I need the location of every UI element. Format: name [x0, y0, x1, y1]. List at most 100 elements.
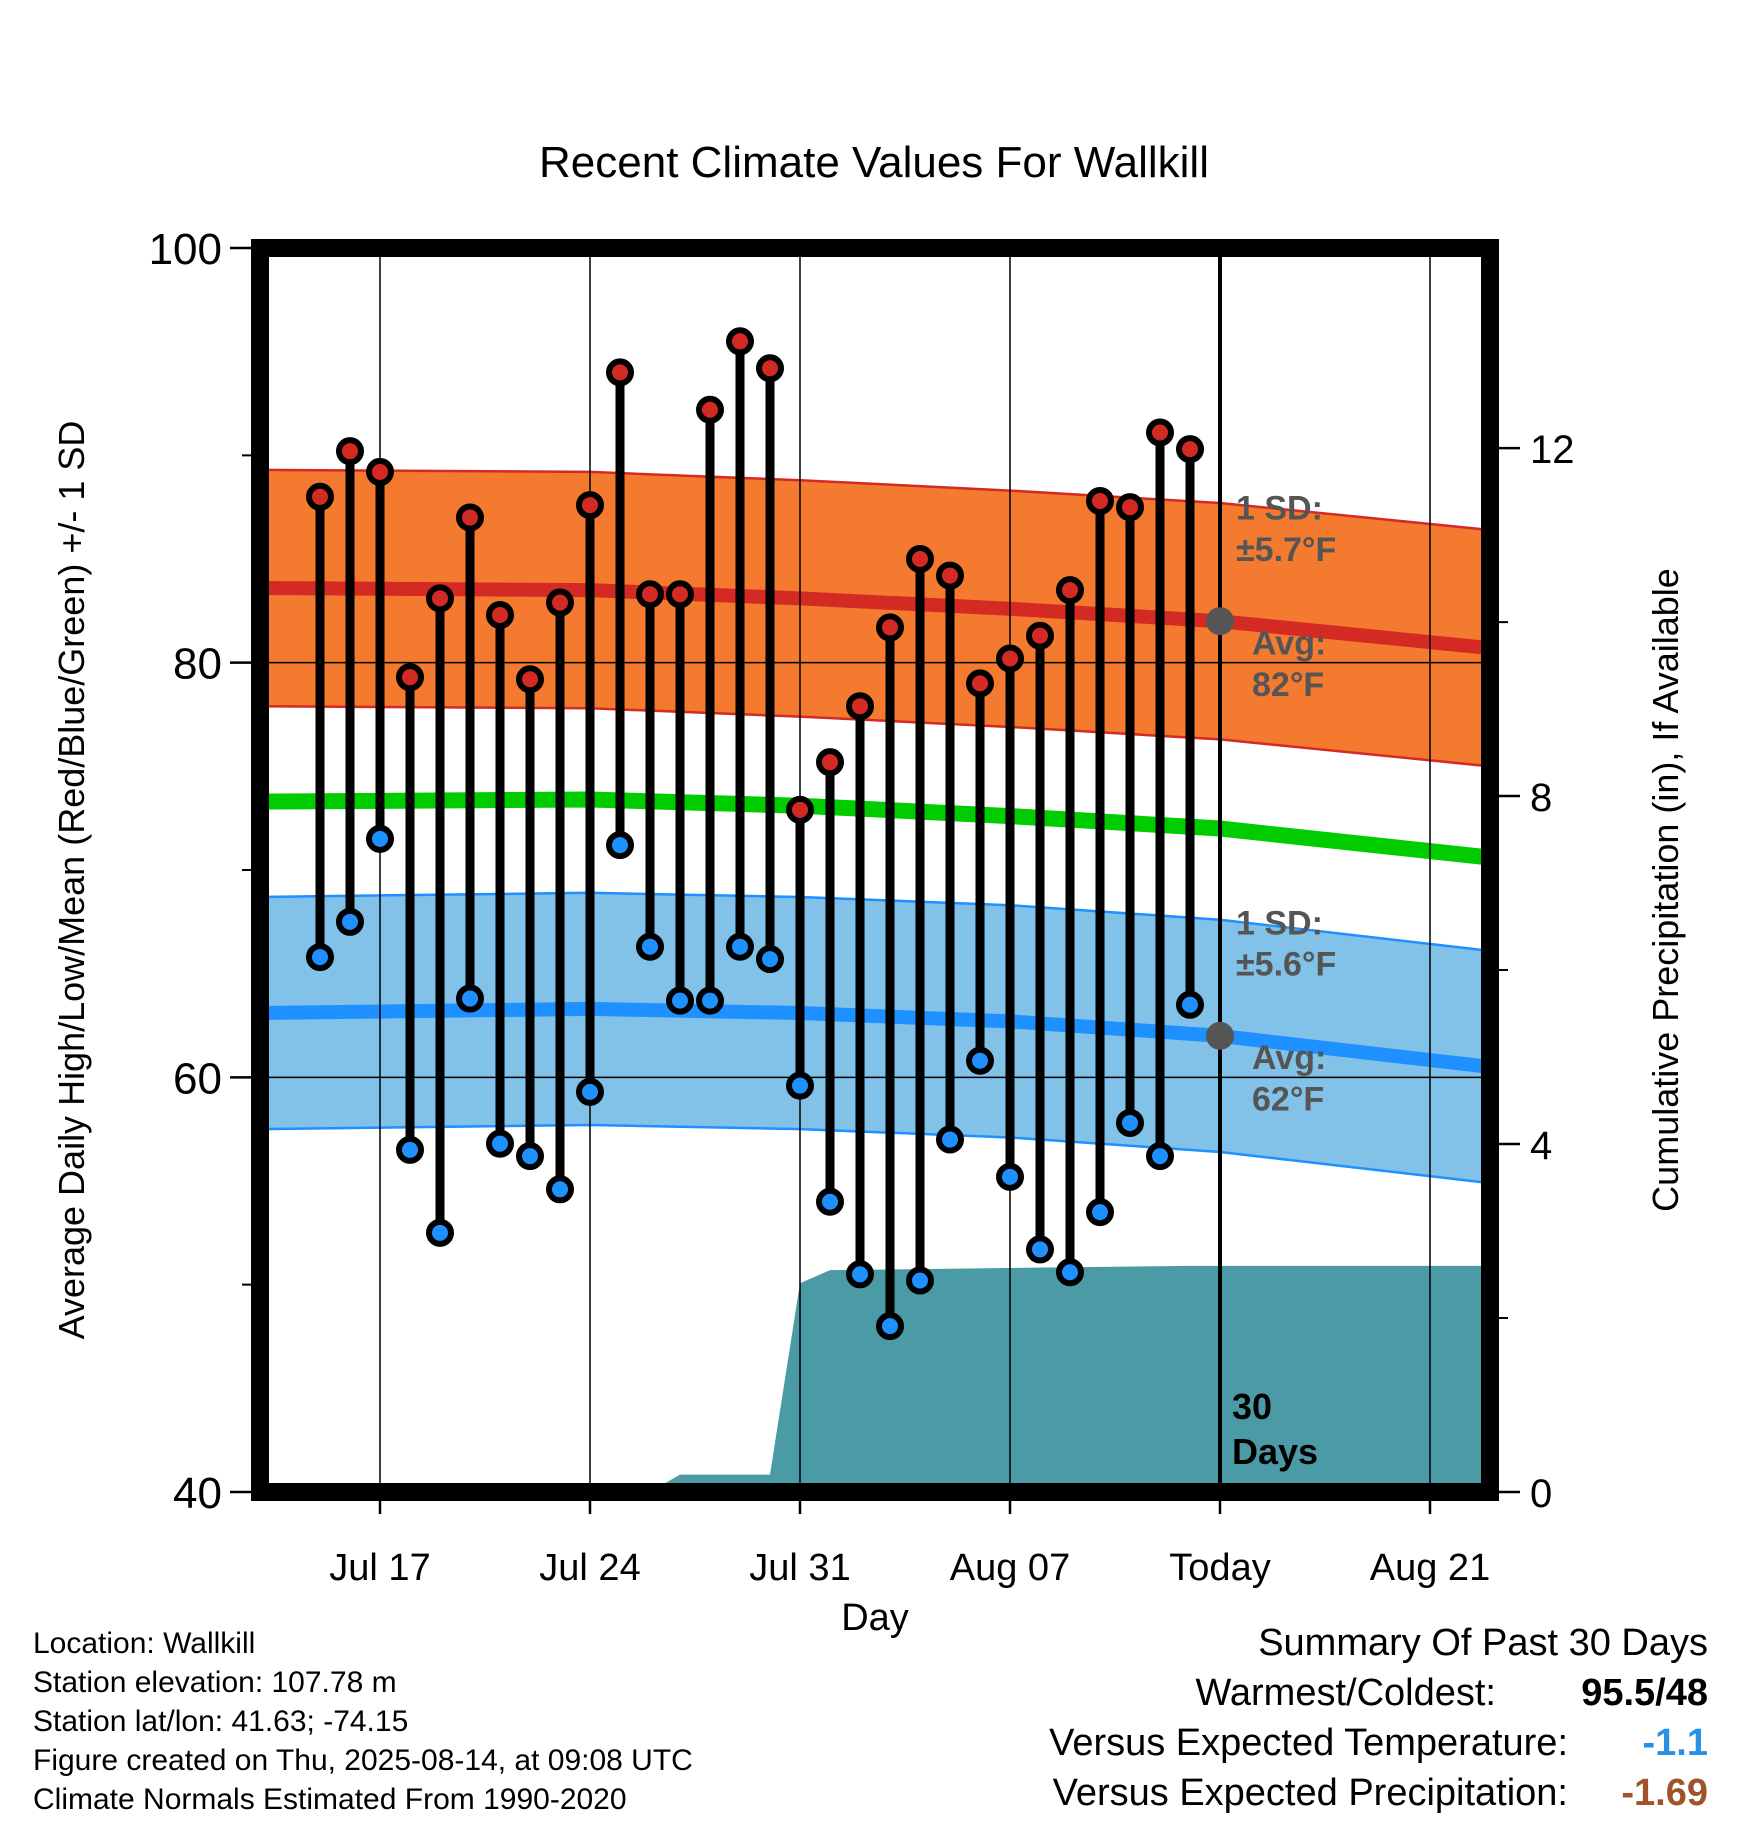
daily-high-point [396, 663, 424, 692]
daily-low-point [456, 984, 484, 1013]
low-sd-value: ±5.6°F [1236, 946, 1336, 984]
high-sd-label: 1 SD: [1236, 490, 1323, 528]
low-sd-band [260, 892, 1490, 1184]
daily-high-point [786, 795, 814, 824]
daily-high-point [996, 644, 1024, 673]
y2-tick-label: 4 [1530, 1124, 1552, 1168]
daily-low-point [966, 1046, 994, 1075]
info-elevation: Station elevation: 107.78 m [33, 1666, 397, 1699]
daily-low-point [606, 831, 634, 860]
daily-low-point [1026, 1235, 1054, 1264]
daily-low-point [576, 1077, 604, 1106]
daily-high-point [366, 457, 394, 486]
summary-coldest-low: 48 [1665, 1672, 1708, 1714]
high-sd-upper-line [260, 468, 1490, 532]
daily-high-point [1086, 486, 1114, 515]
daily-low-point [1056, 1258, 1084, 1287]
daily-high-point [576, 491, 604, 520]
daily-high-point [426, 584, 454, 613]
daily-low-point [996, 1162, 1024, 1191]
summary-warmest-value: 95.5/48 [1581, 1672, 1708, 1715]
y-tick-label: 100 [149, 225, 222, 274]
y-axis-label: Average Daily High/Low/Mean (Red/Blue/Gr… [51, 421, 92, 1340]
daily-high-point [1146, 418, 1174, 447]
plot-area [260, 248, 1490, 1492]
daily-low-point [396, 1135, 424, 1164]
daily-low-point [906, 1266, 934, 1295]
daily-low-point [486, 1129, 514, 1158]
daily-low-point [876, 1312, 904, 1341]
daily-high-point [1056, 576, 1084, 605]
summary-precip-value: -1.69 [1621, 1772, 1708, 1814]
daily-high-point [936, 561, 964, 590]
low-sd-label: 1 SD: [1236, 904, 1323, 942]
daily-low-point [1116, 1108, 1144, 1137]
daily-high-point [846, 692, 874, 721]
days-window-label-text: Days [1232, 1431, 1318, 1472]
daily-low-point [846, 1260, 874, 1289]
y-tick-label: 80 [173, 640, 222, 689]
daily-high-point [906, 545, 934, 573]
summary-warmest-sep: / [1655, 1672, 1666, 1714]
x-tick-label: Aug 07 [950, 1547, 1070, 1589]
y-tick-label: 60 [173, 1054, 222, 1103]
summary-precip-label: Versus Expected Precipitation: [1052, 1772, 1568, 1814]
daily-low-point [696, 986, 724, 1015]
daily-high-point [486, 600, 514, 629]
high-avg-label: Avg: [1252, 624, 1326, 662]
daily-high-point [516, 665, 544, 694]
low-normal-line [260, 1001, 1490, 1074]
daily-high-point [1026, 621, 1054, 650]
daily-high-point [666, 580, 694, 609]
x-tick-label: Today [1169, 1547, 1270, 1589]
daily-low-point [1176, 990, 1204, 1019]
daily-low-point [546, 1175, 574, 1204]
daily-low-point [306, 943, 334, 972]
low-sd-lower-line [260, 1123, 1490, 1185]
x-tick-label: Aug 21 [1370, 1547, 1490, 1589]
high-avg-value: 82°F [1252, 666, 1324, 704]
daily-high-point [636, 580, 664, 609]
today-high-avg-marker [1206, 607, 1234, 636]
daily-high-point [1116, 493, 1144, 522]
high-sd-lower-line [260, 704, 1490, 768]
y2-tick-label: 0 [1530, 1472, 1552, 1516]
daily-high-point [726, 327, 754, 356]
daily-high-point [456, 503, 484, 532]
summary-warmest-label: Warmest/Coldest: [1195, 1672, 1496, 1714]
x-tick-label: Jul 17 [329, 1547, 430, 1589]
x-tick-label: Jul 24 [539, 1547, 640, 1589]
chart-title: Recent Climate Values For Wallkill [539, 138, 1209, 187]
summary-temp-label: Versus Expected Temperature: [1049, 1722, 1568, 1764]
high-sd-value: ±5.7°F [1236, 531, 1336, 569]
today-low-avg-marker [1206, 1021, 1234, 1050]
daily-high-point [696, 395, 724, 424]
daily-low-point [786, 1071, 814, 1100]
precip-area [260, 1265, 1490, 1492]
info-normals: Climate Normals Estimated From 1990-2020 [33, 1783, 627, 1816]
y2-tick-label: 8 [1530, 776, 1552, 820]
daily-high-point [876, 613, 904, 642]
x-tick-label: Jul 31 [749, 1547, 850, 1589]
summary-warmest-high: 95.5 [1581, 1672, 1656, 1714]
daily-high-point [306, 482, 334, 511]
daily-high-point [1176, 435, 1204, 464]
low-sd-upper-line [260, 891, 1490, 953]
daily-high-point [606, 358, 634, 387]
daily-high-point [756, 354, 784, 383]
daily-low-point [756, 945, 784, 974]
daily-low-point [1146, 1142, 1174, 1171]
info-created: Figure created on Thu, 2025-08-14, at 09… [33, 1744, 693, 1777]
summary-temp-value: -1.1 [1642, 1722, 1708, 1764]
summary-title: Summary Of Past 30 Days [1258, 1622, 1708, 1664]
daily-low-point [336, 907, 364, 936]
y2-tick-label: 12 [1530, 428, 1575, 472]
info-latlon: Station lat/lon: 41.63; -74.15 [33, 1705, 409, 1738]
high-sd-band [260, 469, 1490, 767]
low-avg-label: Avg: [1252, 1039, 1326, 1077]
daily-low-point [516, 1142, 544, 1171]
daily-low-point [636, 932, 664, 961]
y2-axis-label: Cumulative Precipitation (in), If Availa… [1645, 568, 1686, 1212]
low-avg-value: 62°F [1252, 1081, 1324, 1119]
